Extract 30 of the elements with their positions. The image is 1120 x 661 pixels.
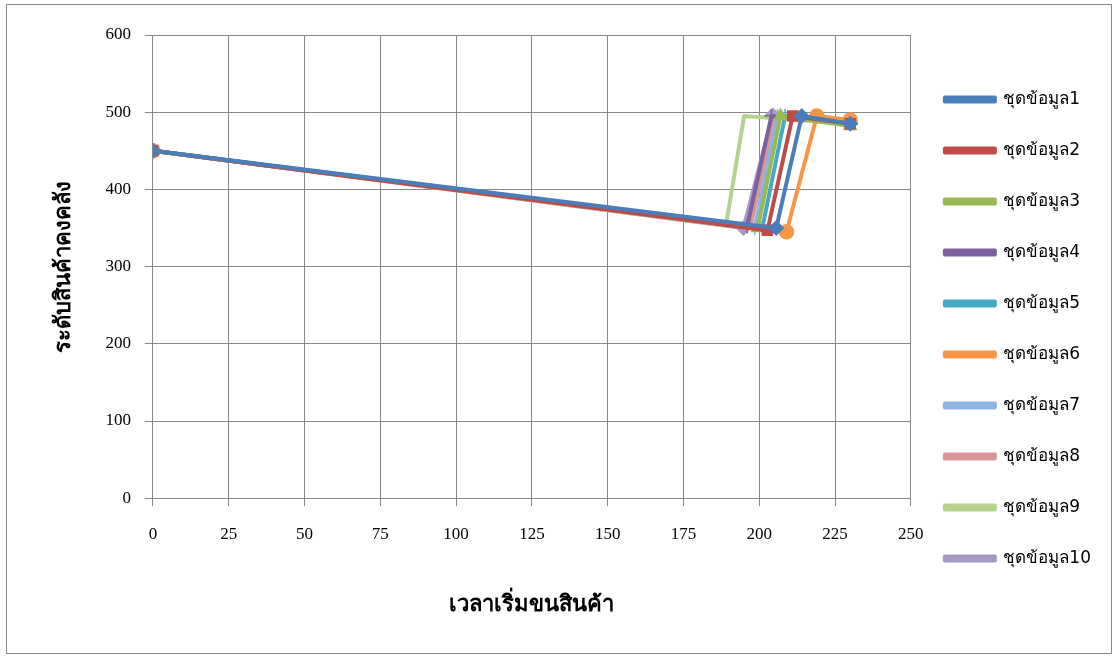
legend-label: ชุดข้อมูล2: [1003, 138, 1081, 160]
x-tick-label: 225: [822, 523, 848, 543]
x-tick-label: 200: [746, 523, 773, 543]
y-tick-label: 0: [122, 487, 131, 507]
legend-label: ชุดข้อมูล1: [1003, 87, 1081, 109]
y-tick-label: 200: [105, 333, 131, 353]
y-tick-label: 300: [105, 256, 131, 276]
x-axis-title: เวลาเริ่มขนสินค้า: [449, 587, 615, 617]
legend-label: ชุดข้อมูล8: [1003, 444, 1081, 466]
x-tick-label: 100: [443, 523, 469, 543]
y-tick-label: 400: [105, 178, 131, 198]
y-tick-label: 600: [105, 24, 131, 44]
y-tick-label: 500: [105, 101, 131, 121]
x-tick-label: 25: [220, 523, 238, 543]
legend-label: ชุดข้อมูล9: [1003, 495, 1081, 517]
x-tick-label: 250: [898, 523, 924, 543]
y-axis-title: ระดับสินค้าคงคลัง: [49, 180, 75, 353]
x-tick-label: 175: [670, 523, 697, 543]
legend-label: ชุดข้อมูล5: [1003, 291, 1081, 313]
y-tick-label: 100: [105, 410, 131, 430]
legend-label: ชุดข้อมูล4: [1003, 240, 1081, 262]
legend-label: ชุดข้อมูล6: [1003, 342, 1081, 364]
legend-label: ชุดข้อมูล3: [1003, 189, 1081, 211]
legend-label: ชุดข้อมูล7: [1003, 393, 1081, 415]
x-tick-label: 75: [371, 523, 389, 543]
x-tick-label: 125: [519, 523, 545, 543]
x-tick-label: 150: [594, 523, 621, 543]
x-tick-label: 0: [148, 523, 158, 543]
legend-label: ชุดข้อมูล10: [1003, 546, 1092, 568]
x-tick-label: 50: [295, 523, 313, 543]
